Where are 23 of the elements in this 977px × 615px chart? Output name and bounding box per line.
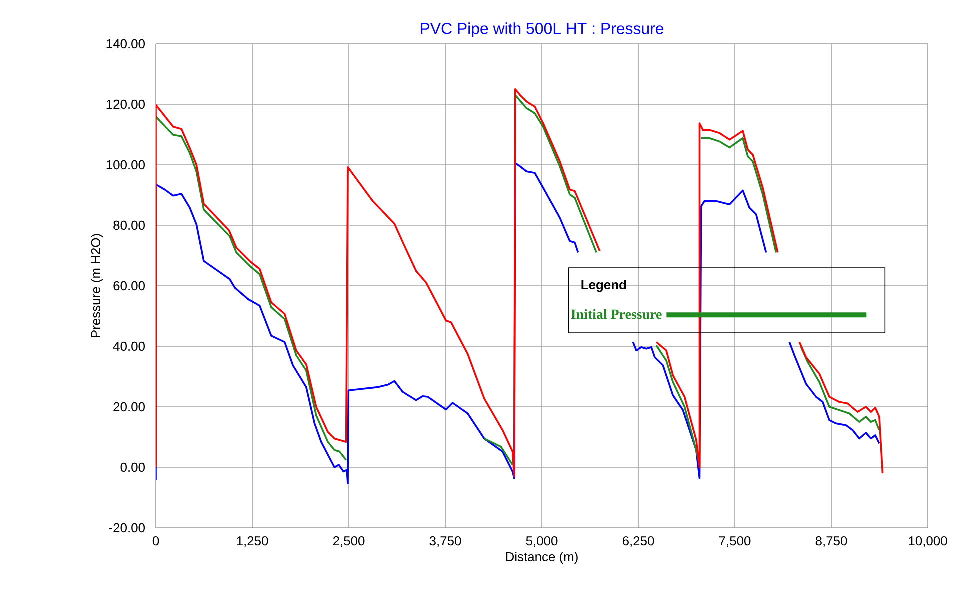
x-axis-title: Distance (m) <box>506 552 578 564</box>
series-label: Initial Pressure <box>571 309 662 320</box>
x-tick-label: 2,500 <box>333 536 365 548</box>
y-tick-label: 0.00 <box>120 462 145 472</box>
x-tick-label: 6,250 <box>622 536 654 548</box>
chart-title: PVC Pipe with 500L HT : Pressure <box>421 22 664 38</box>
x-tick-label: 1,250 <box>237 536 268 548</box>
y-tick-label: 20.00 <box>114 402 145 412</box>
y-tick-label: 60.00 <box>114 281 145 291</box>
y-tick-label: -20.00 <box>109 523 145 533</box>
y-tick-label: 80.00 <box>114 220 145 230</box>
x-tick-label: 0 <box>152 536 160 546</box>
y-tick-label: 120.00 <box>106 100 145 110</box>
x-tick-label: 8,750 <box>816 536 848 548</box>
y-tick-label: 40.00 <box>113 342 145 352</box>
y-tick-label: 140.00 <box>106 39 145 49</box>
legend-title: Legend <box>582 280 626 292</box>
y-axis-title: Pressure (m H2O) <box>90 234 104 338</box>
y-tick-label: 100.00 <box>106 160 145 170</box>
x-tick-label: 3,750 <box>430 536 462 548</box>
x-tick-label: 10,000 <box>909 536 948 548</box>
x-tick-label: 5,000 <box>526 536 558 548</box>
x-tick-label: 7,500 <box>719 536 751 548</box>
